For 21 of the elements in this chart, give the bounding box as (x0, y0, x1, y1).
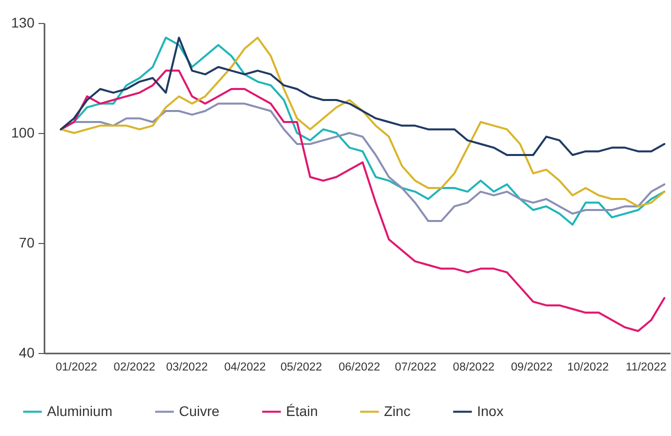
x-tick-label: 03/2022 (166, 362, 208, 374)
x-tick-label: 10/2022 (567, 362, 609, 374)
legend-label: Aluminium (47, 402, 112, 419)
x-tick-label: 06/2022 (338, 362, 380, 374)
legend-label: Cuivre (179, 402, 220, 419)
line-series (60, 36, 666, 156)
x-tick-label: 09/2022 (511, 362, 553, 374)
x-tick-label: 04/2022 (224, 362, 266, 374)
x-tick-label: 07/2022 (394, 362, 436, 374)
y-tick-label: 40 (18, 344, 35, 360)
x-tick-label: 05/2022 (280, 362, 322, 374)
y-tick-label: 130 (11, 14, 35, 30)
y-tick-label: 70 (18, 234, 35, 250)
y-tick-label: 100 (11, 124, 35, 140)
legend-label: Inox (477, 402, 504, 419)
x-tick-label: 01/2022 (56, 362, 98, 374)
x-tick-label: 11/2022 (626, 362, 666, 374)
legend-label: Étain (286, 402, 318, 419)
legend-label: Zinc (384, 402, 410, 419)
x-tick-label: 08/2022 (452, 362, 494, 374)
x-tick-label: 02/2022 (114, 362, 156, 374)
